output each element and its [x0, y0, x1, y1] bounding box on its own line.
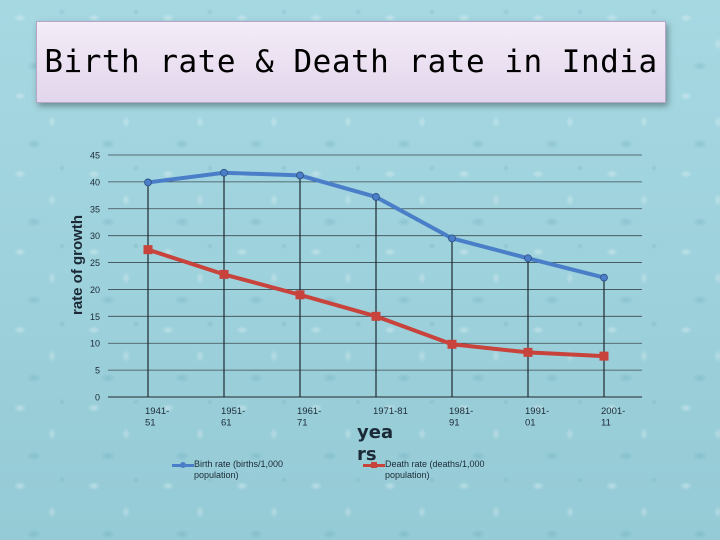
y-tick-label: 10 [90, 339, 100, 349]
x-tick-label: 1971-81 [373, 406, 408, 417]
series-layer [143, 168, 609, 361]
data-point [448, 234, 456, 243]
y-tick-label: 5 [95, 366, 100, 376]
legend-swatch-death-rate [363, 459, 385, 471]
drop-lines [147, 172, 605, 397]
y-tick-label: 0 [95, 393, 100, 403]
data-point [143, 245, 153, 255]
data-point [371, 311, 381, 321]
y-tick-labels: 0 5 10 15 20 25 30 35 40 45 [90, 151, 100, 403]
title-banner: Birth rate & Death rate in India [36, 21, 666, 103]
data-point [599, 351, 609, 361]
y-tick-label: 30 [90, 231, 100, 241]
x-tick-label: 1991-01 [525, 406, 549, 429]
page-title: Birth rate & Death rate in India [44, 44, 658, 80]
legend-swatch-birth-rate [172, 459, 194, 471]
y-tick-label: 35 [90, 204, 100, 214]
legend-item-birth-rate: Birth rate (births/1,000 population) [172, 459, 304, 481]
x-tick-label: 1961-71 [297, 406, 321, 429]
legend-label-death-rate: Death rate (deaths/1,000 population) [385, 459, 485, 480]
data-point [447, 339, 457, 349]
y-axis-label: rate of growth [69, 215, 86, 315]
x-tick-label: 1941-51 [145, 406, 169, 429]
legend-item-death-rate: Death rate (deaths/1,000 population) [363, 459, 495, 481]
data-point [523, 347, 533, 357]
y-tick-label: 20 [90, 285, 100, 295]
data-point [600, 273, 608, 282]
data-point [219, 269, 229, 279]
data-point [524, 254, 532, 263]
y-tick-label: 25 [90, 258, 100, 268]
data-point [372, 193, 380, 201]
x-tick-label: 1951-61 [221, 406, 245, 429]
data-point [295, 290, 305, 300]
legend-label-birth-rate: Birth rate (births/1,000 population) [194, 459, 284, 480]
data-point [144, 178, 152, 187]
x-tick-label: 2001-11 [601, 406, 625, 429]
x-tick-labels: 1941-51 1951-61 1961-71 1971-81 1981-91 1991-… [145, 406, 625, 429]
x-tick-label: 1981-91 [449, 406, 473, 429]
data-point [220, 168, 228, 177]
gridlines [108, 154, 642, 398]
x-axis-label: years [357, 422, 394, 465]
y-tick-label: 15 [90, 312, 100, 322]
data-point [296, 171, 304, 180]
y-tick-label: 45 [90, 151, 100, 161]
y-tick-label: 40 [90, 177, 100, 187]
